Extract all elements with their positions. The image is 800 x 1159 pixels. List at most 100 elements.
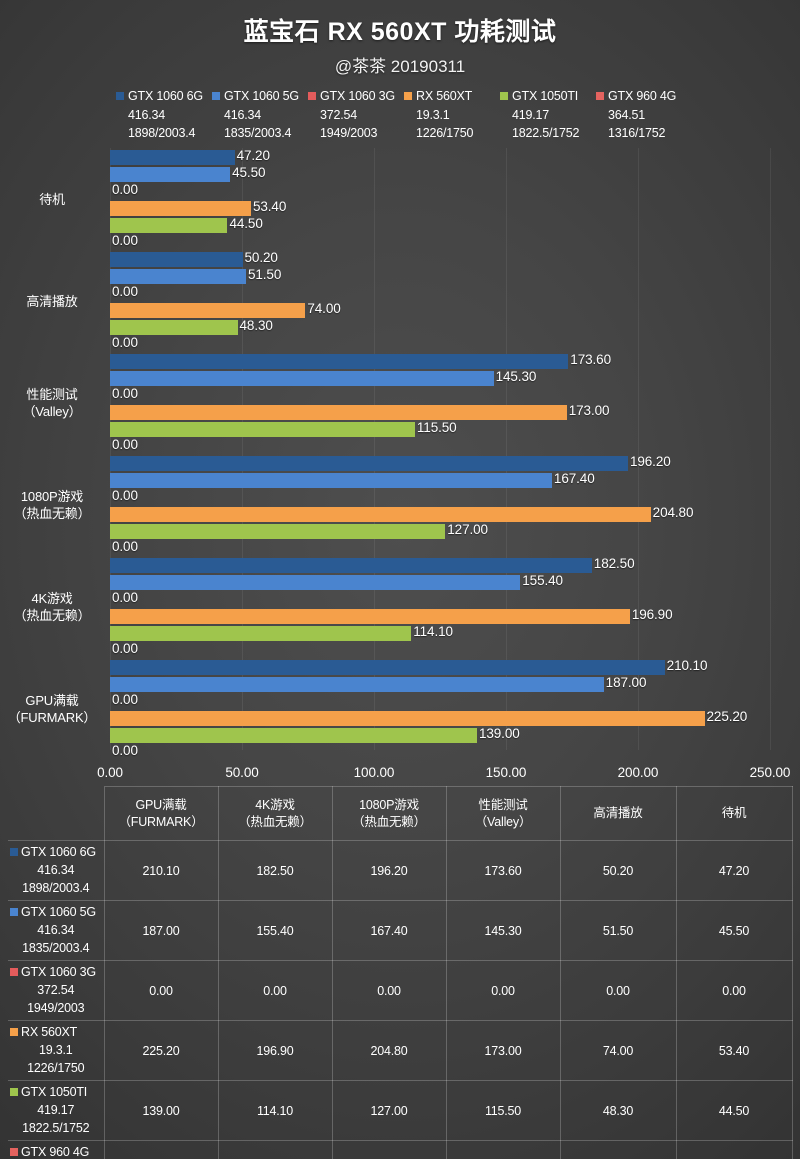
legend-color-swatch-icon xyxy=(308,92,316,100)
chart-bar-fill xyxy=(110,150,235,165)
chart-category-label-line2: （Valley） xyxy=(22,404,82,419)
table-row: GTX 1060 3G 372.54 1949/2003 0.00 0.00 0.00 0.… xyxy=(8,960,793,1021)
chart-category-label: GPU满载 （FURMARK） xyxy=(0,692,104,726)
chart-bar-fill xyxy=(110,456,628,471)
chart-bar-fill xyxy=(110,218,228,233)
chart-bar-value-label: 0.00 xyxy=(112,590,138,605)
chart-bar-value-label: 74.00 xyxy=(307,301,341,316)
table-row-header: GTX 1060 5G 416.34 1835/2003.4 xyxy=(8,900,105,961)
chart-bar-fill xyxy=(110,252,243,267)
table-column-header-line1: 高清播放 xyxy=(593,806,643,820)
chart-bar-value-label: 114.10 xyxy=(413,624,453,639)
chart-category-label-line1: 高清播放 xyxy=(26,293,78,309)
legend-item-label: GTX 1060 3G xyxy=(320,89,395,103)
chart-bar-fill xyxy=(110,354,569,369)
chart-bar: 0.00 xyxy=(110,182,138,199)
legend-item-driver: 416.34 xyxy=(224,108,262,122)
table-cell: 173.60 xyxy=(445,840,561,901)
table-cell: 145.30 xyxy=(445,900,561,961)
chart-bar-value-label: 139.00 xyxy=(478,726,520,741)
x-axis-tick-label: 50.00 xyxy=(225,765,259,780)
table-cell: 0.00 xyxy=(331,960,447,1021)
table-row-driver: 419.17 xyxy=(37,1103,75,1117)
chart-bar: 74.00 xyxy=(110,301,341,318)
table-cell: 0.00 xyxy=(103,1140,219,1159)
table-row: GTX 960 4G364.511316/17520.000.000.000.0… xyxy=(8,1140,793,1159)
legend-item: GTX 1060 6G 416.34 1898/2003.4 xyxy=(116,88,212,140)
chart-category-label: 4K游戏 （热血无赖） xyxy=(0,590,104,624)
legend-item-driver: 416.34 xyxy=(128,108,166,122)
legend-item-label: RX 560XT xyxy=(416,89,473,103)
table-cell: 47.20 xyxy=(675,840,793,901)
chart-bar: 114.10 xyxy=(110,624,453,641)
chart-bar-value-label: 182.50 xyxy=(593,556,635,571)
table-column-header-line2: （热血无赖） xyxy=(352,814,426,829)
table-row-driver: 372.54 xyxy=(37,983,75,997)
table-cell: 50.20 xyxy=(559,840,677,901)
table-row: GTX 1060 6G 416.34 1898/2003.4 210.10 182.50… xyxy=(8,840,793,901)
page-subtitle: @茶茶 20190311 xyxy=(334,57,466,76)
chart-category-label: 高清播放 xyxy=(0,293,104,310)
chart-bar-value-label: 196.20 xyxy=(629,454,671,469)
chart-bar-value-label: 47.20 xyxy=(236,148,270,163)
table-row-color-swatch-icon xyxy=(10,848,18,856)
table-row-gpu-name: GTX 1060 5G xyxy=(10,903,102,921)
table-row-header: GTX 1060 6G 416.34 1898/2003.4 xyxy=(8,840,105,901)
chart-bar: 173.00 xyxy=(110,403,610,420)
chart-category-label: 待机 xyxy=(0,191,104,208)
chart-bar-fill xyxy=(110,473,552,488)
chart-bar-value-label: 0.00 xyxy=(112,692,138,707)
table-row-gpu-name: GTX 1060 3G xyxy=(10,963,102,981)
table-row-gpu-name: GTX 1060 6G xyxy=(10,843,102,861)
chart-bar-fill xyxy=(110,422,415,437)
chart-bar: 155.40 xyxy=(110,573,563,590)
x-axis-tick-label: 200.00 xyxy=(617,765,659,780)
chart-bar-value-label: 0.00 xyxy=(112,233,138,248)
table-cell: 127.00 xyxy=(331,1080,447,1141)
chart-category-label-line1: 1080P游戏 xyxy=(20,489,84,504)
chart-bar-value-label: 0.00 xyxy=(112,335,138,350)
table-cell: 0.00 xyxy=(331,1140,447,1159)
table-cell: 187.00 xyxy=(103,900,219,961)
chart-category-label-line2: （FURMARK） xyxy=(7,710,97,725)
chart-category-label-line1: 待机 xyxy=(39,191,65,207)
chart-category-group: 高清播放 50.20 51.50 0.00 74.00 48.30 0.00 xyxy=(0,250,800,352)
table-cell: 204.80 xyxy=(331,1020,447,1081)
table-cell: 155.40 xyxy=(217,900,333,961)
table-cell: 139.00 xyxy=(103,1080,219,1141)
table-row: GTX 1060 5G 416.34 1835/2003.4 187.00 155.40… xyxy=(8,900,793,961)
legend-item-header: GTX 960 4G xyxy=(596,88,692,104)
table-row-gpu-label: GTX 1050TI xyxy=(21,1085,88,1099)
chart-gridline xyxy=(110,148,111,750)
chart-bar: 196.90 xyxy=(110,607,673,624)
table-cell: 0.00 xyxy=(675,960,793,1021)
chart-category-group: 4K游戏 （热血无赖） 182.50 155.40 0.00 196.90 114.10 0.… xyxy=(0,556,800,658)
legend-item-label: GTX 1060 6G xyxy=(128,89,203,103)
legend-item-header: GTX 1060 5G xyxy=(212,88,308,104)
chart-bar: 0.00 xyxy=(110,386,138,403)
chart-bar: 139.00 xyxy=(110,726,520,743)
chart-bar-value-label: 204.80 xyxy=(652,505,694,520)
table-column-header: 高清播放 xyxy=(559,786,677,841)
table-column-header-line2: （Valley） xyxy=(474,814,532,829)
table-row-header: RX 560XT 19.3.1 1226/1750 xyxy=(8,1020,105,1081)
chart-bar: 182.50 xyxy=(110,556,635,573)
chart-bar: 47.20 xyxy=(110,148,270,165)
table-column-header-line2: （热血无赖） xyxy=(238,814,312,829)
chart-bar-value-label: 50.20 xyxy=(244,250,278,265)
chart-bar-value-label: 0.00 xyxy=(112,437,138,452)
chart-gridline xyxy=(242,148,243,750)
legend-item-clocks: 1898/2003.4 xyxy=(128,126,196,140)
table-cell: 53.40 xyxy=(675,1020,793,1081)
table-row-color-swatch-icon xyxy=(10,1088,18,1096)
legend-color-swatch-icon xyxy=(500,92,508,100)
chart-bar-value-label: 48.30 xyxy=(239,318,273,333)
table-row-clocks: 1898/2003.4 xyxy=(22,881,90,895)
table-column-header-line1: 性能测试 xyxy=(478,797,528,812)
table-column-header-line2: （FURMARK） xyxy=(118,814,204,829)
table-row-color-swatch-icon xyxy=(10,968,18,976)
table-row-color-swatch-icon xyxy=(10,1028,18,1036)
table-cell: 0.00 xyxy=(217,960,333,1021)
chart-bar: 0.00 xyxy=(110,692,138,709)
table-row-clocks: 1822.5/1752 xyxy=(22,1121,90,1135)
